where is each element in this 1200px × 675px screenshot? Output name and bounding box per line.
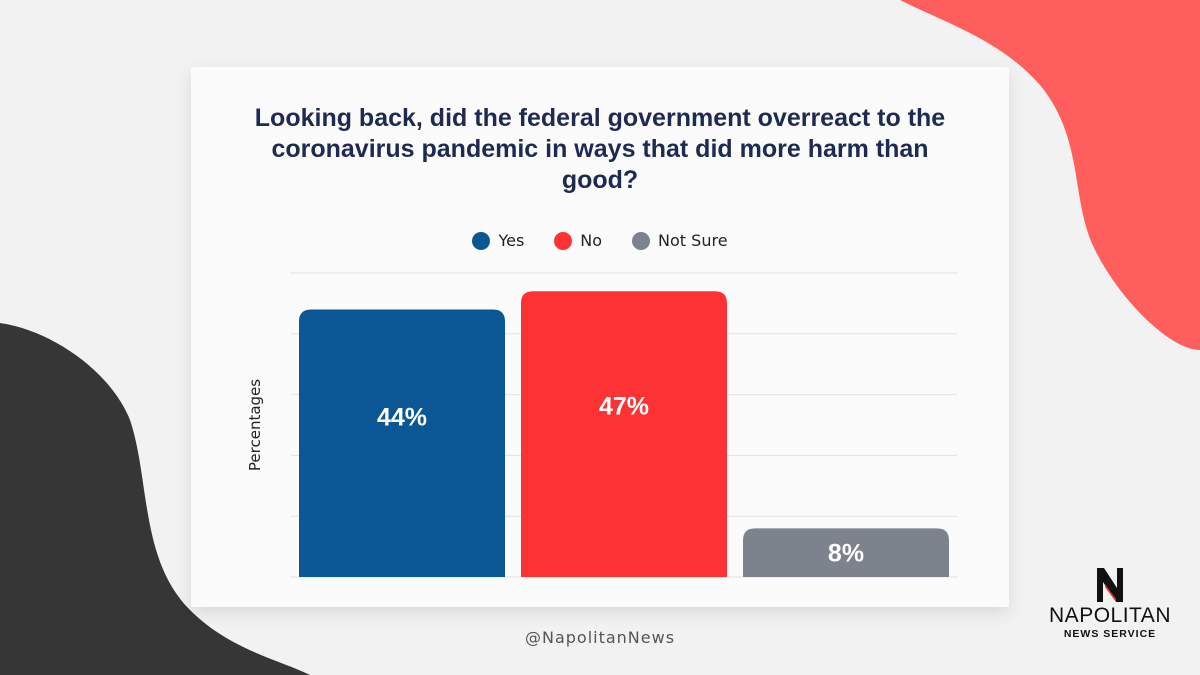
- n-logo-icon: [1097, 568, 1123, 602]
- legend-swatch-yes: [472, 231, 491, 250]
- data-label-not-sure: 8%: [828, 540, 864, 568]
- legend-label-not-sure: Not Sure: [658, 231, 728, 250]
- chart-card: Looking back, did the federal government…: [191, 67, 1009, 607]
- bar-no: [521, 291, 727, 577]
- bar-not-sure: [743, 528, 949, 577]
- legend-item-no: No: [554, 231, 602, 250]
- legend-item-not-sure: Not Sure: [632, 231, 728, 250]
- red-corner-shape: [900, 0, 1200, 350]
- bar-yes: [299, 309, 505, 577]
- legend-swatch-no: [554, 231, 573, 250]
- logo-name: NAPOLITAN: [1049, 604, 1171, 627]
- chart-legend: Yes No Not Sure: [191, 231, 1009, 250]
- logo-subtitle: NEWS SERVICE: [1063, 628, 1157, 640]
- legend-label-yes: Yes: [498, 231, 525, 250]
- y-axis-label: Percentages: [246, 378, 264, 472]
- data-label-yes: 44%: [377, 403, 427, 431]
- dark-corner-shape: [0, 323, 310, 675]
- data-label-no: 47%: [599, 393, 649, 421]
- legend-label-no: No: [580, 231, 603, 250]
- chart-title: Looking back, did the federal government…: [254, 104, 946, 194]
- napolitan-logo: NAPOLITAN NEWS SERVICE: [1040, 568, 1180, 641]
- plot-area: 44% 47% 8%: [291, 272, 957, 578]
- social-handle: @NapolitanNews: [524, 628, 676, 647]
- legend-swatch-not-sure: [632, 231, 651, 250]
- legend-item-yes: Yes: [472, 231, 524, 250]
